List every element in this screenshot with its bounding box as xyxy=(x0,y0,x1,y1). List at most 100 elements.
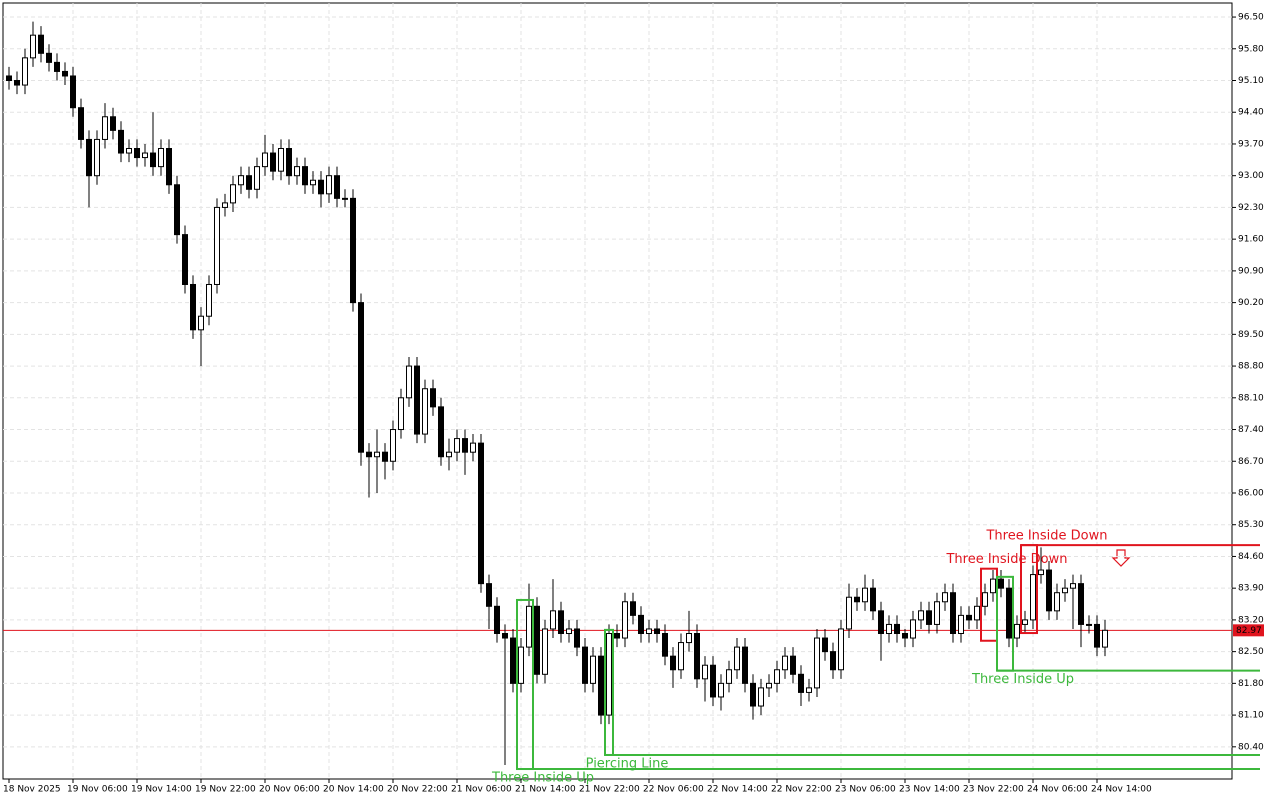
candle-body xyxy=(70,75,76,109)
candle-body xyxy=(414,365,420,435)
candle-body xyxy=(958,614,964,634)
candle-body xyxy=(14,80,20,86)
candle-body xyxy=(462,438,468,453)
y-tick-label: 96.50 xyxy=(1238,13,1264,23)
candle-body xyxy=(750,682,756,707)
y-tick-label: 88.10 xyxy=(1238,393,1264,403)
price-tag xyxy=(1233,624,1264,637)
candle-body xyxy=(926,610,932,625)
candle-body xyxy=(830,651,836,671)
candle-body xyxy=(1014,623,1020,639)
y-tick-label: 87.40 xyxy=(1238,425,1264,435)
candle-body xyxy=(278,148,284,172)
candle-body xyxy=(694,633,700,680)
candle-body xyxy=(446,451,452,458)
x-tick-label: 21 Nov 06:00 xyxy=(451,785,512,795)
candle-body xyxy=(894,623,900,634)
candle-body xyxy=(214,206,220,285)
candle-body xyxy=(1102,629,1108,648)
y-tick-label: 91.60 xyxy=(1238,235,1264,245)
candle-body xyxy=(1062,587,1068,594)
candle-body xyxy=(526,605,532,648)
x-tick-label: 22 Nov 14:00 xyxy=(707,785,768,795)
y-tick-label: 90.20 xyxy=(1238,298,1264,308)
candle-body xyxy=(238,175,244,186)
y-tick-label: 80.40 xyxy=(1238,742,1264,752)
candle-body xyxy=(1078,583,1084,625)
candle-body xyxy=(710,664,716,698)
candle-body xyxy=(854,596,860,603)
x-tick-label: 24 Nov 14:00 xyxy=(1091,785,1152,795)
candle-body xyxy=(638,614,644,634)
pattern-label: Piercing Line xyxy=(586,756,669,771)
candle-body xyxy=(590,655,596,684)
candle-body xyxy=(342,197,348,200)
y-tick-label: 88.80 xyxy=(1238,362,1264,372)
candle-body xyxy=(998,578,1004,589)
candle-body xyxy=(118,129,124,154)
candle-body xyxy=(726,669,732,684)
candle-body xyxy=(230,184,236,204)
y-tick-label: 89.50 xyxy=(1238,330,1264,340)
candle-body xyxy=(662,633,668,657)
candle-body xyxy=(494,605,500,634)
candle-body xyxy=(966,614,972,621)
candle-body xyxy=(430,388,436,408)
candle-body xyxy=(1030,574,1036,621)
candle-body xyxy=(982,592,988,607)
x-tick-label: 19 Nov 06:00 xyxy=(67,785,128,795)
candle-body xyxy=(942,592,948,603)
candle-body xyxy=(950,592,956,635)
candle-body xyxy=(870,587,876,612)
candle-body xyxy=(558,610,564,634)
y-tick-label: 93.70 xyxy=(1238,139,1264,149)
candle-body xyxy=(702,664,708,680)
y-tick-label: 90.90 xyxy=(1238,266,1264,276)
candle-body xyxy=(566,628,572,634)
candle-body xyxy=(438,406,444,458)
candle-body xyxy=(222,202,228,208)
candle-body xyxy=(422,388,428,435)
y-tick-label: 86.70 xyxy=(1238,457,1264,467)
candle-body xyxy=(686,633,692,644)
x-tick-label: 19 Nov 14:00 xyxy=(131,785,192,795)
candle-body xyxy=(142,152,148,159)
candle-body xyxy=(734,646,740,671)
candle-body xyxy=(486,583,492,607)
candle-body xyxy=(910,619,916,639)
pattern-label: Three Inside Down xyxy=(985,529,1107,544)
candle-body xyxy=(654,628,660,634)
candle-body xyxy=(790,655,796,675)
y-tick-label: 81.10 xyxy=(1238,711,1264,721)
y-tick-label: 83.90 xyxy=(1238,584,1264,594)
y-tick-label: 85.30 xyxy=(1238,520,1264,530)
x-tick-label: 22 Nov 06:00 xyxy=(643,785,704,795)
pattern-label: Three Inside Up xyxy=(971,672,1074,687)
candle-body xyxy=(254,166,260,190)
y-tick-label: 81.80 xyxy=(1238,679,1264,689)
candle-body xyxy=(6,75,12,82)
candle-body xyxy=(622,601,628,639)
candle-body xyxy=(934,601,940,625)
x-tick-label: 21 Nov 14:00 xyxy=(515,785,576,795)
candle-body xyxy=(174,184,180,236)
pattern-label: Three Inside Down xyxy=(945,552,1067,567)
candle-body xyxy=(102,116,108,140)
candle-body xyxy=(78,107,84,140)
candle-body xyxy=(862,587,868,603)
candle-body xyxy=(182,234,188,285)
candle-body xyxy=(846,596,852,630)
candle-body xyxy=(582,646,588,684)
candle-body xyxy=(670,655,676,671)
x-tick-label: 22 Nov 22:00 xyxy=(771,785,832,795)
candle-body xyxy=(262,152,268,168)
candle-body xyxy=(542,628,548,675)
candle-body xyxy=(1070,583,1076,589)
candle-body xyxy=(918,610,924,621)
y-tick-label: 92.30 xyxy=(1238,203,1264,213)
y-tick-label: 95.10 xyxy=(1238,76,1264,86)
candle-body xyxy=(1006,587,1012,639)
y-tick-label: 95.80 xyxy=(1238,44,1264,54)
